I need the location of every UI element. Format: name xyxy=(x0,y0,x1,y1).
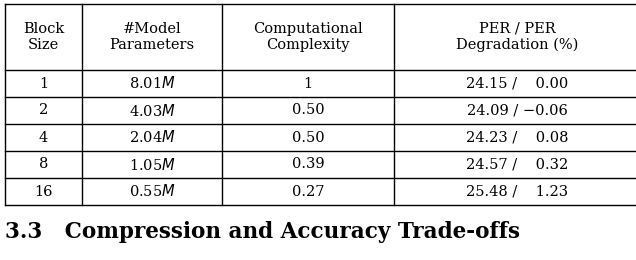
Text: 2: 2 xyxy=(39,103,48,118)
Text: 0.27: 0.27 xyxy=(292,185,324,198)
Text: 8: 8 xyxy=(39,158,48,172)
Text: 16: 16 xyxy=(34,185,53,198)
Text: 1: 1 xyxy=(303,76,312,90)
Text: 1.05$\mathit{M}$: 1.05$\mathit{M}$ xyxy=(128,157,176,172)
Text: Block
Size: Block Size xyxy=(23,22,64,52)
Text: 0.50: 0.50 xyxy=(292,131,324,145)
Text: 24.09 / −0.06: 24.09 / −0.06 xyxy=(467,103,568,118)
Text: PER / PER
Degradation (%): PER / PER Degradation (%) xyxy=(456,22,579,52)
Text: Computational
Complexity: Computational Complexity xyxy=(253,22,363,52)
Text: 4: 4 xyxy=(39,131,48,145)
Text: 2.04$\mathit{M}$: 2.04$\mathit{M}$ xyxy=(128,129,176,146)
Text: 0.39: 0.39 xyxy=(292,158,324,172)
Text: 1: 1 xyxy=(39,76,48,90)
Text: 24.23 /    0.08: 24.23 / 0.08 xyxy=(466,131,569,145)
Text: 24.15 /    0.00: 24.15 / 0.00 xyxy=(466,76,569,90)
Text: 24.57 /    0.32: 24.57 / 0.32 xyxy=(466,158,569,172)
Text: 8.01$\mathit{M}$: 8.01$\mathit{M}$ xyxy=(128,75,176,92)
Text: 0.55$\mathit{M}$: 0.55$\mathit{M}$ xyxy=(128,184,176,199)
Text: #Model
Parameters: #Model Parameters xyxy=(109,22,195,52)
Text: 4.03$\mathit{M}$: 4.03$\mathit{M}$ xyxy=(128,102,176,119)
Text: 3.3   Compression and Accuracy Trade-offs: 3.3 Compression and Accuracy Trade-offs xyxy=(5,221,520,243)
Text: 0.50: 0.50 xyxy=(292,103,324,118)
Text: 25.48 /    1.23: 25.48 / 1.23 xyxy=(466,185,569,198)
